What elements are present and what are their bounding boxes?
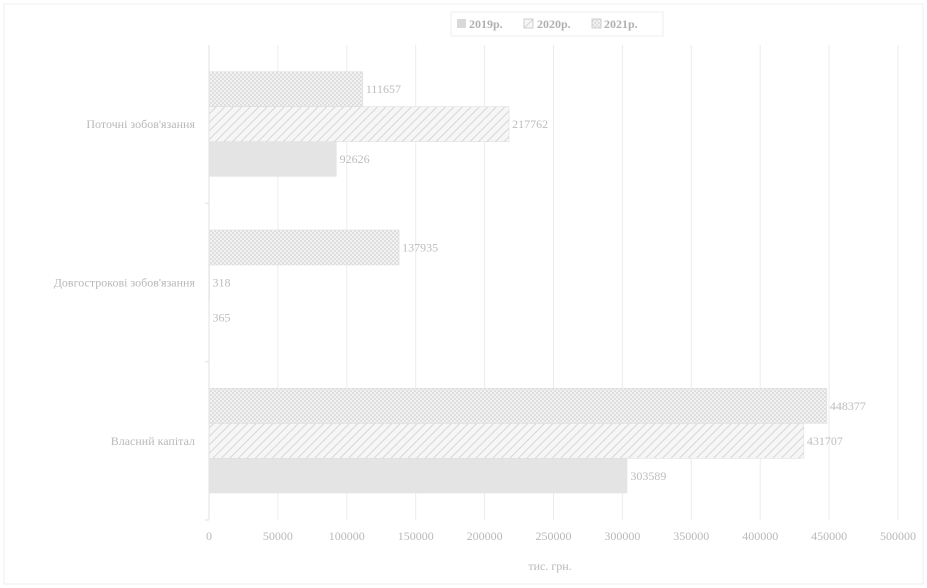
legend-box: [450, 11, 664, 37]
data-label: 448377: [830, 399, 866, 413]
x-tick-label: 100000: [329, 529, 365, 543]
axes: 0 50000 100000 150000 200000 250000 300000 3500…: [54, 45, 916, 543]
data-label: 137935: [402, 241, 438, 255]
legend-label-2019: 2019р.: [469, 17, 503, 31]
data-label: 431707: [807, 434, 843, 448]
bar: [208, 106, 510, 142]
legend-swatch-2020: [523, 18, 534, 29]
bar: [208, 229, 400, 266]
legend: 2019р. 2020р. 2021р.: [450, 11, 664, 37]
x-axis-title: тис. грн.: [528, 559, 571, 573]
bar: [208, 71, 364, 107]
category-label: Поточні зобов'язання: [86, 117, 195, 131]
data-labels: 303589 431707 448377 365 318 137935 92626 21776…: [213, 82, 866, 483]
x-tick-label: 250000: [536, 529, 572, 543]
bar: [208, 388, 828, 424]
bar: [208, 423, 805, 459]
chart-frame: [3, 3, 924, 585]
bar: [209, 141, 337, 177]
x-tick-label: 200000: [467, 529, 503, 543]
legend-swatch-2019: [457, 19, 466, 28]
x-tick-label: 500000: [880, 529, 916, 543]
data-label: 111657: [366, 82, 401, 96]
data-label: 92626: [340, 152, 370, 166]
x-tick-label: 400000: [742, 529, 778, 543]
category-label: Власний капітал: [111, 434, 195, 448]
x-tick-label: 450000: [811, 529, 847, 543]
data-label: 365: [213, 311, 231, 325]
legend-label-2020: 2020р.: [537, 17, 571, 31]
x-tick-label: 300000: [604, 529, 640, 543]
legend-label-2021: 2021р.: [604, 17, 638, 31]
category-label: Довгострокові зобов'язання: [54, 276, 196, 290]
x-tick-label: 0: [206, 529, 212, 543]
data-label: 303589: [630, 469, 666, 483]
x-tick-label: 50000: [263, 529, 293, 543]
bars: [208, 71, 828, 494]
data-label: 217762: [512, 117, 548, 131]
x-tick-label: 350000: [673, 529, 709, 543]
legend-swatch-2021: [591, 18, 602, 29]
data-label: 318: [213, 276, 231, 290]
bar: [209, 458, 628, 494]
x-tick-label: 150000: [398, 529, 434, 543]
